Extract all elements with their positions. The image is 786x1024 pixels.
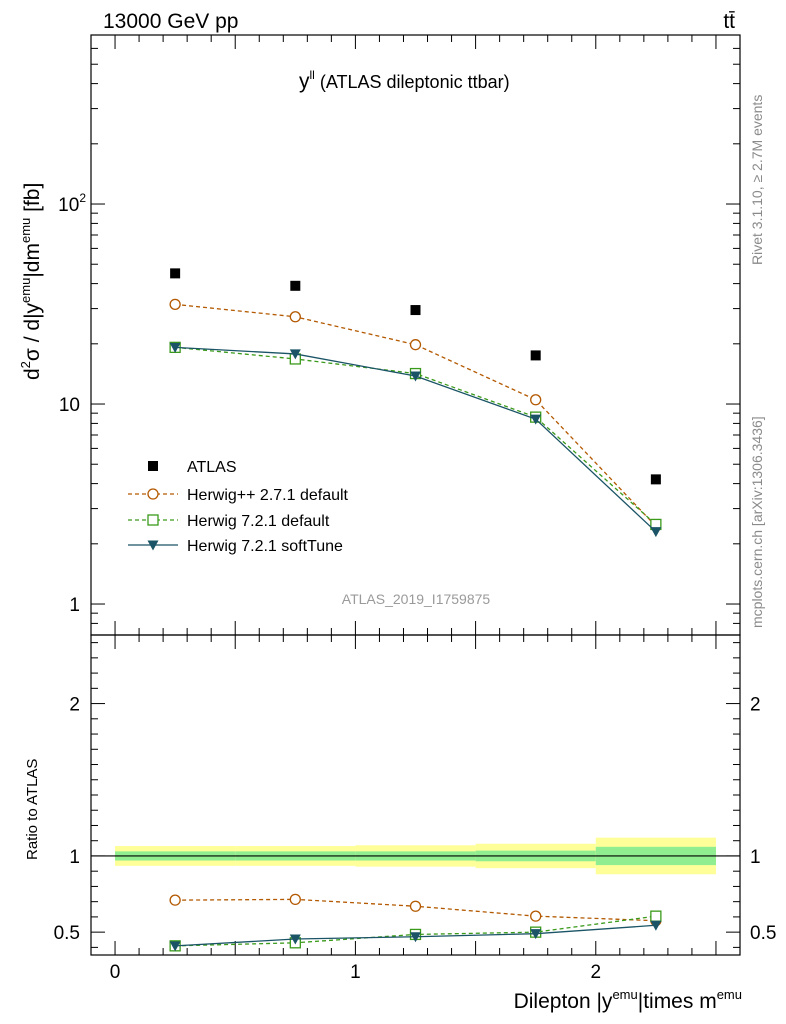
data-point-herwigpp xyxy=(289,893,301,906)
y-tick-label-ratio-right: 0.5 xyxy=(750,923,776,944)
data-point-data xyxy=(410,305,421,316)
data-point-herwigpp xyxy=(169,894,181,906)
legend: ATLAS Herwig++ 2.7.1 default Herwig 7.2.1 … xyxy=(128,459,349,555)
legend-label-herwigpp: Herwig++ 2.7.1 default xyxy=(187,487,349,504)
legend-label-herwig721: Herwig 7.2.1 default xyxy=(187,513,330,530)
y-axis-label-ratio: Ratio to ATLAS xyxy=(24,759,41,860)
y-axis-label-main: d2σ / d|yemu|dmemu [fb] xyxy=(18,183,44,380)
legend-label-data: ATLAS xyxy=(187,459,237,476)
ratio-series xyxy=(169,893,662,952)
legend-marker-herwigpp xyxy=(147,488,159,500)
y-tick-label-ratio-left: 2 xyxy=(69,695,80,716)
legend-marker-data xyxy=(148,461,158,471)
x-axis-label: Dilepton |yemu|times memu xyxy=(514,987,742,1013)
series-line-herwigpp xyxy=(175,303,657,527)
y-tick-label-main: 1 xyxy=(69,595,80,616)
y-tick-label-ratio-right: 2 xyxy=(750,695,761,716)
main-series xyxy=(169,268,662,538)
analysis-watermark: ATLAS_2019_I1759875 xyxy=(342,591,491,607)
side-text-upper: Rivet 3.1.10, ≥ 2.7M events xyxy=(749,95,765,265)
data-point-herwigpp xyxy=(289,311,301,323)
legend-marker-softtune xyxy=(147,540,159,551)
y-tick-label-ratio-right: 1 xyxy=(750,847,761,868)
data-point-softtune xyxy=(410,371,421,382)
x-tick-label: 1 xyxy=(350,962,361,983)
plot-title: yll (ATLAS dileptonic ttbar) xyxy=(299,68,510,93)
data-point-softtune xyxy=(169,342,181,353)
data-point-herwigpp xyxy=(409,339,422,351)
header-left: 13000 GeV pp xyxy=(103,10,238,33)
x-tick-label: 2 xyxy=(590,962,601,983)
y-tick-label-ratio-left: 1 xyxy=(69,847,80,868)
header-right: tt̄ xyxy=(723,10,735,33)
y-tick-label-ratio-left: 0.5 xyxy=(54,923,80,944)
x-tick-label: 0 xyxy=(110,962,121,983)
data-point-softtune xyxy=(289,349,301,360)
data-point-softtune xyxy=(650,920,662,931)
data-point-data xyxy=(290,280,301,291)
data-point-softtune xyxy=(289,934,301,945)
data-point-herwigpp xyxy=(530,910,542,922)
data-point-data xyxy=(530,350,541,361)
data-point-herwigpp xyxy=(409,900,422,912)
y-tick-label-main: 102 xyxy=(58,191,86,216)
data-point-herwig721 xyxy=(650,910,662,922)
data-point-softtune xyxy=(530,929,542,940)
data-point-softtune xyxy=(650,527,662,538)
axis-ticks xyxy=(91,34,740,955)
side-text-lower: mcplots.cern.ch [arXiv:1306.3436] xyxy=(749,416,765,628)
data-point-softtune xyxy=(410,932,421,943)
legend-marker-herwig721 xyxy=(147,514,159,526)
y-tick-label-main: 10 xyxy=(59,395,80,416)
data-point-data xyxy=(650,474,661,485)
data-point-herwigpp xyxy=(169,298,181,311)
tick-labels: 1 10 102 0 1 2 0.5 0.5 1 1 2 2 xyxy=(54,191,777,983)
data-point-softtune xyxy=(169,941,181,952)
legend-label-softtune: Herwig 7.2.1 softTune xyxy=(187,538,343,555)
data-point-herwigpp xyxy=(530,394,542,406)
data-point-data xyxy=(170,268,181,279)
data-point-softtune xyxy=(530,414,542,425)
